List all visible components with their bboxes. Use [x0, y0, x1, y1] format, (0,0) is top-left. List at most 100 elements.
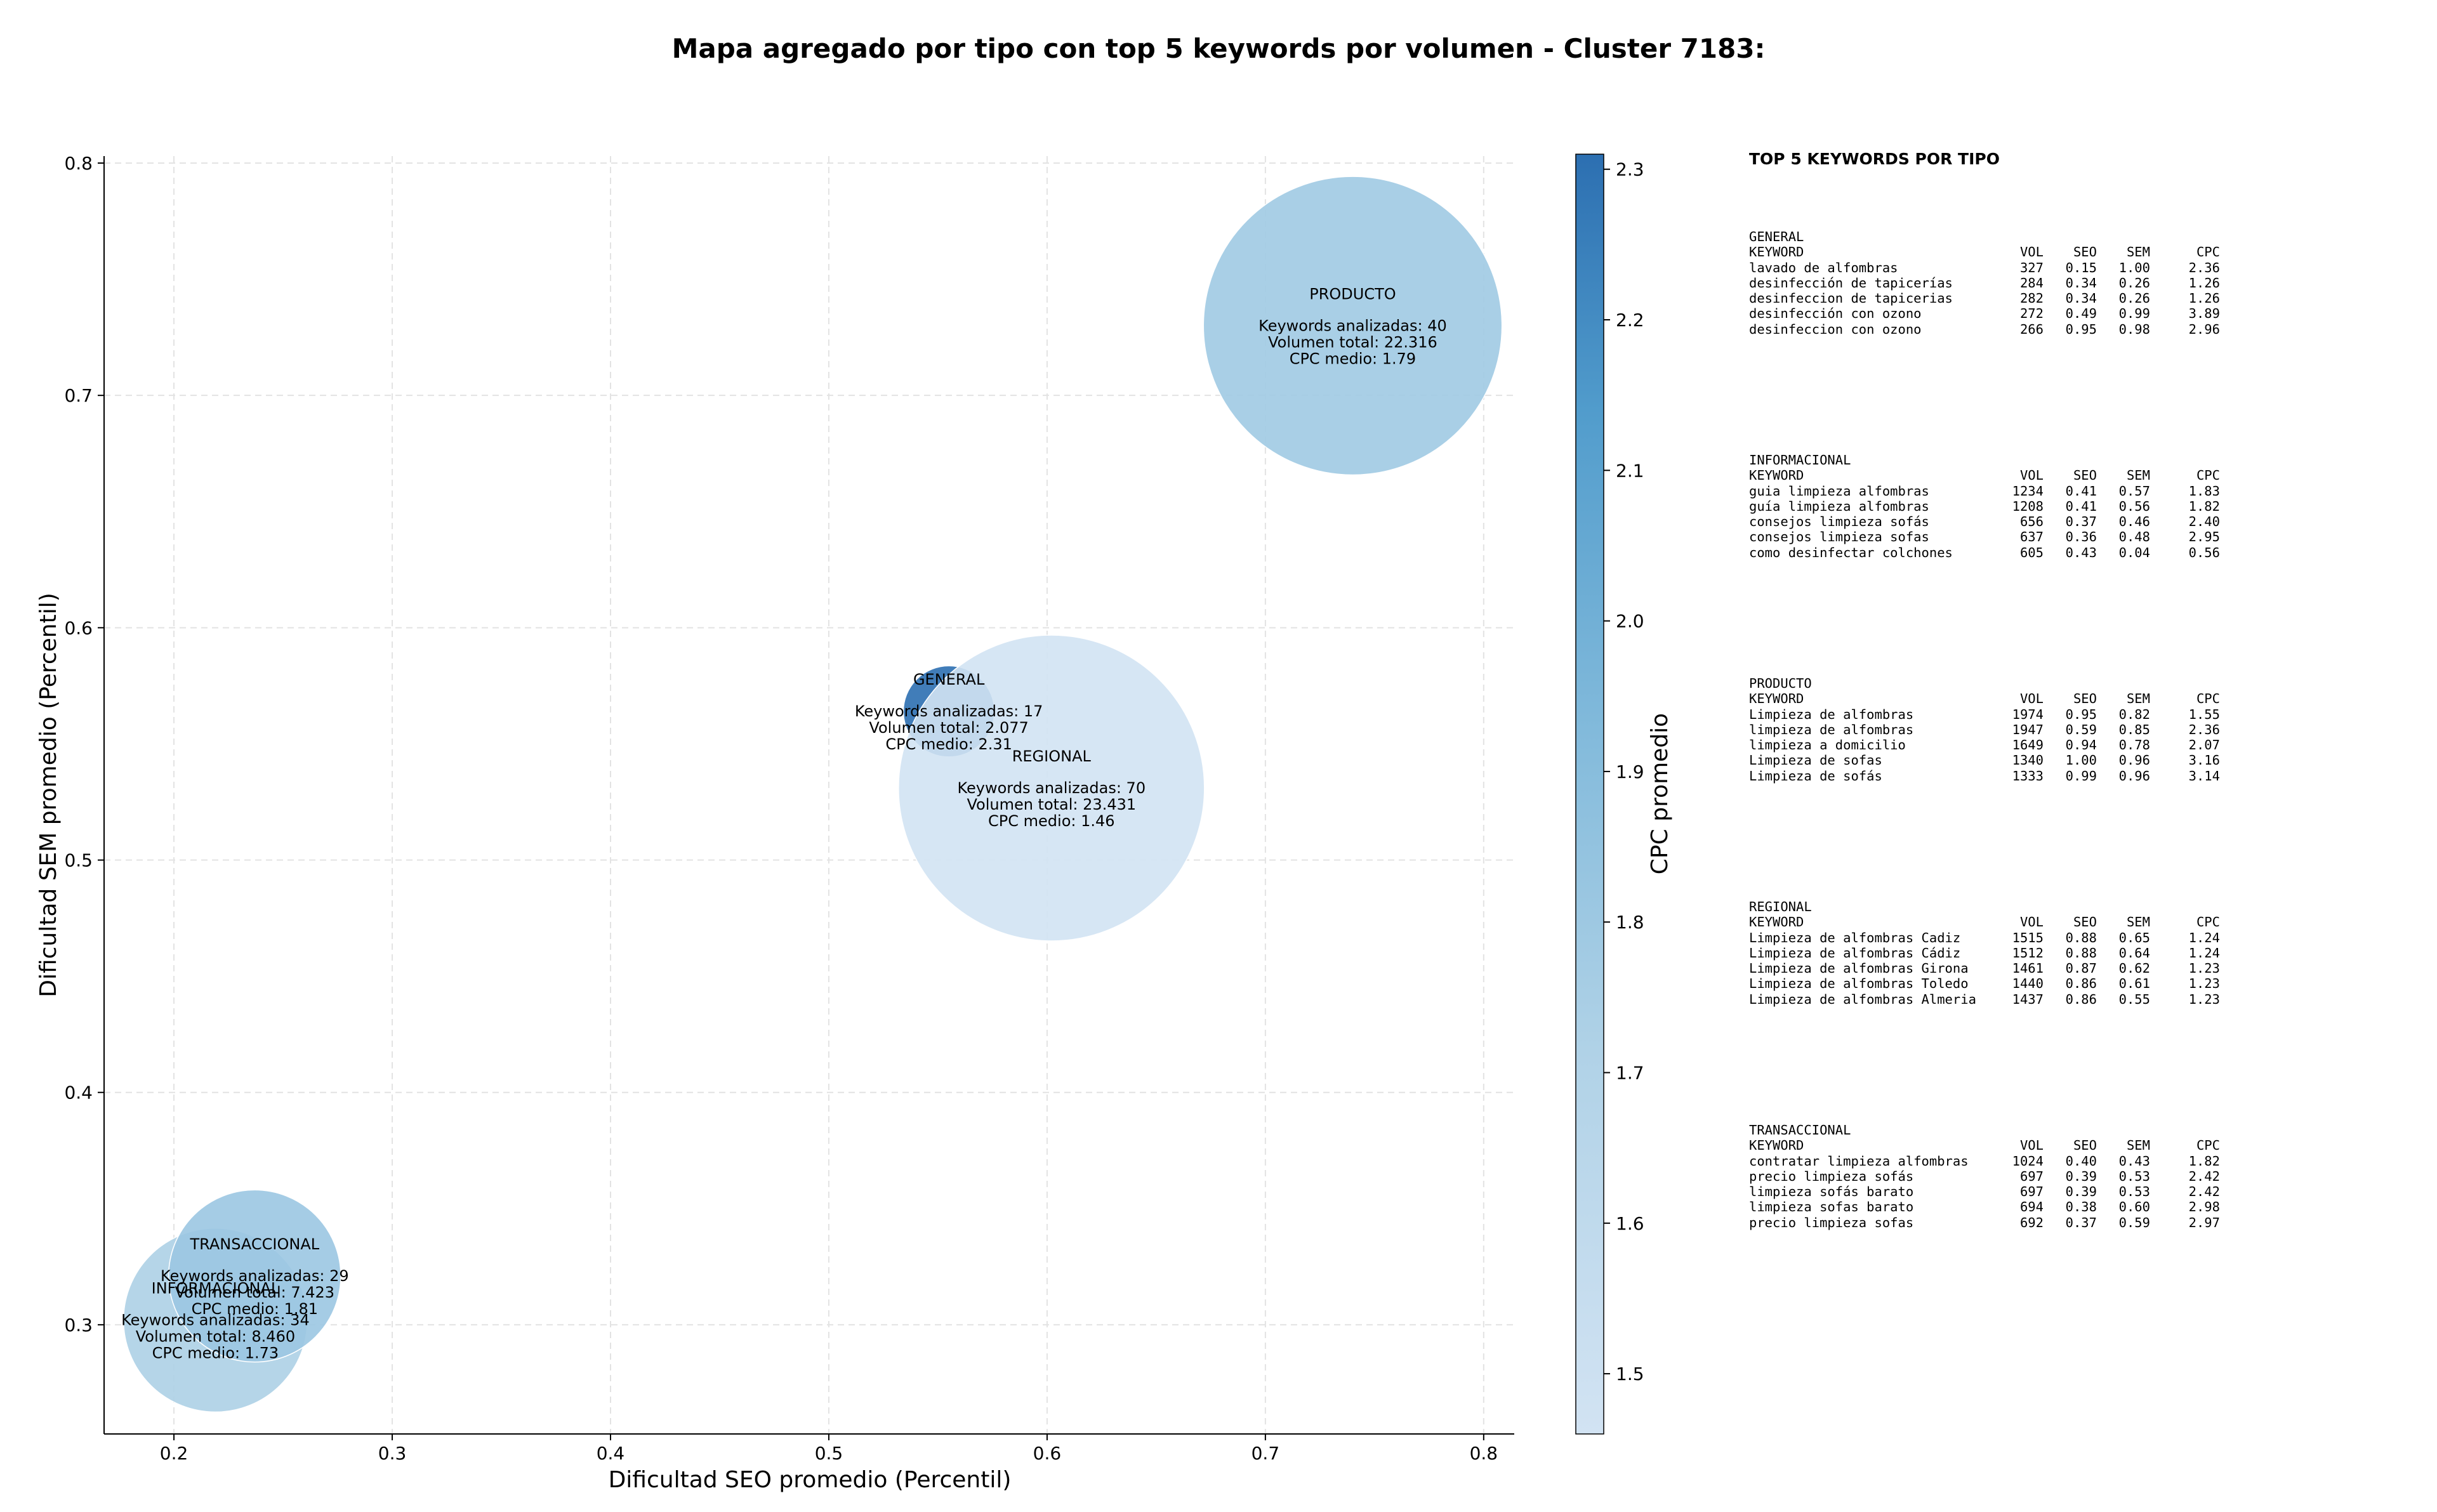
table-cell: 272 — [2019, 306, 2044, 322]
bubble-name-label: PRODUCTO — [1309, 285, 1396, 303]
x-tick-label: 0.2 — [160, 1443, 188, 1464]
table-row: Limpieza de alfombras Girona 1461 0.87 0.62… — [1749, 961, 2422, 976]
table-cell: 0.26 — [2118, 291, 2150, 306]
keyword-table-header: KEYWORD VOL SEO SEM CPC — [1749, 914, 2422, 930]
table-cell: 2.07 — [2188, 737, 2220, 753]
table-cell: 0.98 — [2118, 321, 2150, 337]
table-cell: 0.59 — [2065, 721, 2097, 737]
table-cell: 3.14 — [2188, 768, 2220, 784]
table-cell: 0.53 — [2118, 1168, 2150, 1184]
bubble-producto[interactable] — [1203, 176, 1503, 476]
table-cell: 605 — [2019, 544, 2044, 560]
keyword-group-informacional: INFORMACIONAL KEYWORD VOL SEO SEM CPC guia lim… — [1749, 452, 2422, 676]
table-cell: 0.99 — [2118, 306, 2150, 322]
table-cell: 284 — [2019, 275, 2044, 291]
table-cell: 0.36 — [2065, 529, 2097, 545]
colorbar-tick-label: 1.5 — [1616, 1364, 1644, 1384]
table-cell: 266 — [2019, 321, 2044, 337]
table-cell: guia limpieza alfombras — [1749, 483, 1929, 499]
table-cell: KEYWORD — [1749, 468, 1804, 483]
table-cell: 637 — [2019, 529, 2044, 545]
chart-title: Mapa agregado por tipo con top 5 keyword… — [671, 33, 1766, 64]
table-cell: 1.24 — [2188, 945, 2220, 961]
table-cell: 0.38 — [2065, 1199, 2097, 1215]
table-cell: 1024 — [2012, 1153, 2044, 1169]
table-cell: 1437 — [2012, 991, 2044, 1007]
keyword-group-regional: REGIONAL KEYWORD VOL SEO SEM CPC Limpieza de a… — [1749, 899, 2422, 1122]
keyword-table-header: KEYWORD VOL SEO SEM CPC — [1749, 244, 2422, 260]
table-cell: 697 — [2019, 1184, 2044, 1200]
table-cell: 0.46 — [2118, 514, 2150, 530]
x-ticks: 0.2 0.3 0.4 0.5 0.6 0.7 0.8 — [160, 1434, 1498, 1464]
bubble-info-label: Volumen total: 2.077 — [869, 719, 1028, 737]
bubble-name-label: GENERAL — [913, 671, 985, 688]
bubbles — [122, 176, 1503, 1413]
table-cell: SEM — [2126, 1138, 2150, 1154]
table-cell: 0.56 — [2118, 498, 2150, 514]
table-row: consejos limpieza sofás 656 0.37 0.46 2.40 — [1749, 514, 2422, 529]
table-cell: 1333 — [2012, 768, 2044, 784]
table-cell: 1.00 — [2118, 260, 2150, 275]
table-cell: 282 — [2019, 291, 2044, 306]
table-row: Limpieza de alfombras Cádiz 1512 0.88 0.64 1… — [1749, 945, 2422, 961]
table-cell: 2.98 — [2188, 1199, 2220, 1215]
y-tick-label: 0.5 — [64, 850, 93, 871]
table-cell: 2.42 — [2188, 1168, 2220, 1184]
table-cell: CPC — [2196, 1138, 2220, 1154]
table-row: lavado de alfombras 327 0.15 1.00 2.36 — [1749, 260, 2422, 275]
table-cell: SEO — [2073, 244, 2097, 260]
table-cell: 0.99 — [2065, 768, 2097, 784]
table-cell: 1515 — [2012, 930, 2044, 945]
bubble-name-label: INFORMACIONAL — [152, 1280, 280, 1298]
table-cell: 0.04 — [2118, 544, 2150, 560]
bubble-regional[interactable] — [898, 634, 1205, 942]
table-cell: 0.53 — [2118, 1184, 2150, 1200]
table-cell: precio limpieza sofás — [1749, 1168, 1914, 1184]
table-cell: 0.86 — [2065, 976, 2097, 992]
table-cell: 0.26 — [2118, 275, 2150, 291]
table-row: Limpieza de sofás 1333 0.99 0.96 3.14 — [1749, 768, 2422, 784]
table-cell: 1340 — [2012, 753, 2044, 768]
table-cell: contratar limpieza alfombras — [1749, 1153, 1969, 1169]
table-cell: 0.37 — [2065, 1214, 2097, 1230]
bubble-info-label: Volumen total: 22.316 — [1268, 333, 1437, 351]
table-cell: KEYWORD — [1749, 691, 1804, 707]
table-cell: limpieza sofás barato — [1749, 1184, 1914, 1200]
bubble-transaccional[interactable] — [168, 1189, 341, 1363]
table-row: precio limpieza sofas 692 0.37 0.59 2.97 — [1749, 1215, 2422, 1230]
colorbar-tick-label: 1.7 — [1616, 1062, 1644, 1083]
table-cell: 0.56 — [2188, 544, 2220, 560]
table-cell: 0.85 — [2118, 721, 2150, 737]
table-cell: 1.00 — [2065, 753, 2097, 768]
table-cell: SEM — [2126, 244, 2150, 260]
table-cell: precio limpieza sofas — [1749, 1214, 1914, 1230]
table-cell: 0.61 — [2118, 976, 2150, 992]
y-tick-label: 0.8 — [64, 153, 93, 174]
table-cell: 1.26 — [2188, 291, 2220, 306]
table-cell: Limpieza de alfombras — [1749, 706, 1914, 722]
table-cell: 0.39 — [2065, 1184, 2097, 1200]
table-row: limpieza a domicilio 1649 0.94 0.78 2.07 — [1749, 737, 2422, 753]
table-cell: 1974 — [2012, 706, 2044, 722]
x-tick-label: 0.6 — [1033, 1443, 1062, 1464]
table-cell: SEO — [2073, 1138, 2097, 1154]
keyword-group-general: GENERAL KEYWORD VOL SEO SEM CPC lavado de alfo… — [1749, 229, 2422, 452]
table-cell: 1.82 — [2188, 498, 2220, 514]
table-cell: lavado de alfombras — [1749, 260, 1898, 275]
bubble-info-label: Keywords analizadas: 17 — [855, 702, 1043, 720]
table-row: limpieza sofas barato 694 0.38 0.60 2.98 — [1749, 1199, 2422, 1214]
table-cell: 0.88 — [2065, 930, 2097, 945]
table-cell: 1947 — [2012, 721, 2044, 737]
y-tick-label: 0.7 — [64, 385, 93, 406]
table-cell: CPC — [2196, 691, 2220, 707]
y-tick-label: 0.6 — [64, 617, 93, 638]
table-row: desinfeccion de tapicerias 282 0.34 0.26 1.2… — [1749, 291, 2422, 306]
bubble-info-label: Volumen total: 23.431 — [967, 796, 1136, 813]
table-cell: 0.34 — [2065, 275, 2097, 291]
bubble-info-label: CPC medio: 1.73 — [152, 1344, 279, 1362]
table-cell: 1234 — [2012, 483, 2044, 499]
table-row: Limpieza de alfombras 1974 0.95 0.82 1.55 — [1749, 707, 2422, 722]
keyword-group-transaccional: TRANSACCIONAL KEYWORD VOL SEO SEM CPC contrata… — [1749, 1122, 2422, 1346]
table-cell: 1461 — [2012, 961, 2044, 976]
